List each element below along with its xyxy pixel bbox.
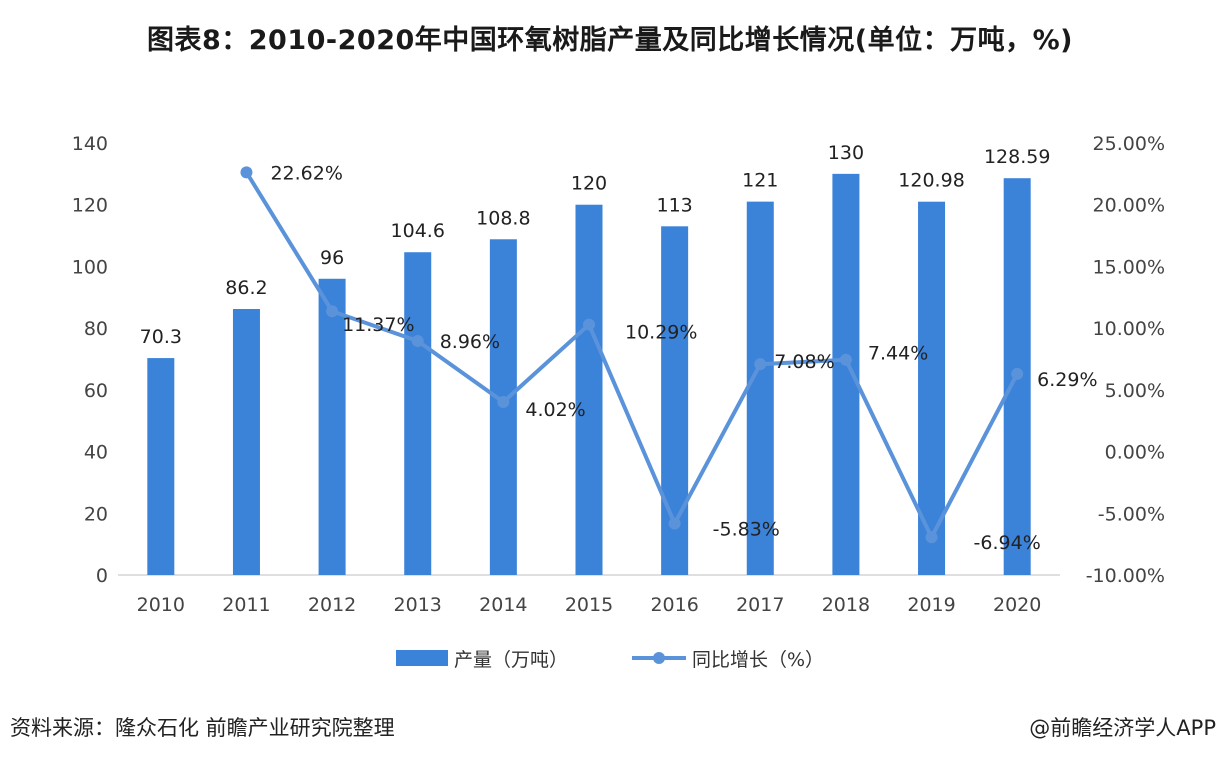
- bar: [575, 204, 603, 575]
- bar-data-label: 121: [742, 170, 778, 192]
- x-tick-label: 2011: [222, 594, 270, 616]
- y2-tick-label: -10.00%: [1086, 565, 1165, 587]
- bar-data-label: 120: [571, 173, 607, 195]
- legend-line-marker: [653, 652, 665, 664]
- line-point: [839, 353, 852, 366]
- left-axis: 0 20 40 60 80 100 120 140: [72, 133, 108, 587]
- line-point: [240, 166, 253, 179]
- y-tick-label: 60: [84, 380, 108, 402]
- bar: [404, 252, 432, 575]
- chart-title: 图表8：2010-2020年中国环氧树脂产量及同比增长情况(单位：万吨，%): [146, 25, 1074, 56]
- line-point: [497, 395, 510, 408]
- bar: [232, 309, 260, 575]
- line-point: [668, 517, 681, 530]
- line-data-label: 7.44%: [868, 343, 928, 365]
- right-axis: -10.00% -5.00% 0.00% 5.00% 10.00% 15.00% 20.00…: [1086, 133, 1165, 587]
- x-tick-label: 2018: [822, 594, 870, 616]
- bar: [147, 358, 175, 575]
- legend: 产量（万吨） 同比增长（%）: [396, 649, 824, 671]
- legend-line-label: 同比增长（%）: [692, 649, 824, 671]
- x-tick-label: 2012: [308, 594, 356, 616]
- y2-tick-label: 10.00%: [1093, 318, 1165, 340]
- line-data-label: 11.37%: [342, 314, 414, 336]
- bar-data-label: 108.8: [476, 207, 530, 229]
- line-data-label: 6.29%: [1037, 369, 1097, 391]
- line-series: [240, 166, 1024, 544]
- y-tick-label: 120: [72, 195, 108, 217]
- bar-data-label: 104.6: [391, 220, 445, 242]
- line-data-label: 10.29%: [625, 322, 697, 344]
- line-point: [583, 318, 595, 331]
- line-point: [326, 305, 339, 318]
- line-point: [754, 358, 767, 371]
- y2-tick-label: 15.00%: [1093, 256, 1165, 278]
- bar: [832, 173, 860, 575]
- x-tick-label: 2019: [907, 594, 955, 616]
- line-data-label: -5.83%: [713, 519, 780, 541]
- line-point: [925, 531, 938, 544]
- line-data-label: 22.62%: [270, 162, 342, 184]
- y-tick-label: 20: [84, 503, 108, 525]
- y-tick-label: 0: [96, 565, 108, 587]
- x-tick-label: 2013: [394, 594, 442, 616]
- y2-tick-label: 5.00%: [1105, 380, 1165, 402]
- bar-data-label: 120.98: [898, 170, 964, 192]
- line-data-label: -6.94%: [974, 532, 1041, 554]
- bar-data-label: 130: [828, 142, 864, 164]
- legend-bar-label: 产量（万吨）: [454, 649, 568, 671]
- bar: [318, 278, 346, 575]
- legend-bar-swatch: [396, 650, 448, 666]
- x-tick-label: 2020: [993, 594, 1041, 616]
- line-point: [411, 334, 424, 347]
- bar-data-label: 86.2: [225, 277, 267, 299]
- y2-tick-label: 0.00%: [1105, 442, 1165, 464]
- bar-data-label: 96: [320, 247, 344, 269]
- bar: [918, 201, 946, 575]
- credit-note: @前瞻经济学人APP: [1029, 716, 1216, 740]
- line-labels: 22.62% 11.37% 8.96% 4.02% 10.29% -5.83% 7.08% 7…: [270, 162, 1097, 554]
- bar-series: [147, 173, 1031, 576]
- x-tick-label: 2016: [650, 594, 698, 616]
- x-tick-label: 2015: [565, 594, 613, 616]
- y2-tick-label: -5.00%: [1098, 503, 1165, 525]
- line-point: [1011, 367, 1024, 380]
- line-data-label: 8.96%: [440, 331, 500, 353]
- y-tick-label: 100: [72, 256, 108, 278]
- bar-labels: 70.3 86.2 96 104.6 108.8 120 113 121 130 120.98 12…: [140, 142, 1051, 348]
- line-data-label: 4.02%: [525, 399, 585, 421]
- bar: [661, 226, 689, 576]
- bar-data-label: 70.3: [140, 326, 182, 348]
- y-tick-label: 80: [84, 318, 108, 340]
- y-tick-label: 40: [84, 442, 108, 464]
- x-tick-label: 2010: [137, 594, 185, 616]
- bar-data-label: 113: [657, 194, 693, 216]
- growth-line: [244, 171, 1019, 540]
- y2-tick-label: 25.00%: [1093, 133, 1165, 155]
- line-data-label: 7.08%: [774, 351, 834, 373]
- bar-data-label: 128.59: [984, 146, 1050, 168]
- x-axis: 2010 2011 2012 2013 2014 2015 2016 2017 2018 2019…: [137, 594, 1042, 616]
- x-tick-label: 2014: [479, 594, 527, 616]
- combo-chart: 0 20 40 60 80 100 120 140 -10.00% -5.00% 0.00% 5.0…: [72, 133, 1165, 671]
- source-note: 资料来源：隆众石化 前瞻产业研究院整理: [10, 716, 395, 740]
- y-tick-label: 140: [72, 133, 108, 155]
- bar: [746, 201, 774, 575]
- y2-tick-label: 20.00%: [1093, 195, 1165, 217]
- x-tick-label: 2017: [736, 594, 784, 616]
